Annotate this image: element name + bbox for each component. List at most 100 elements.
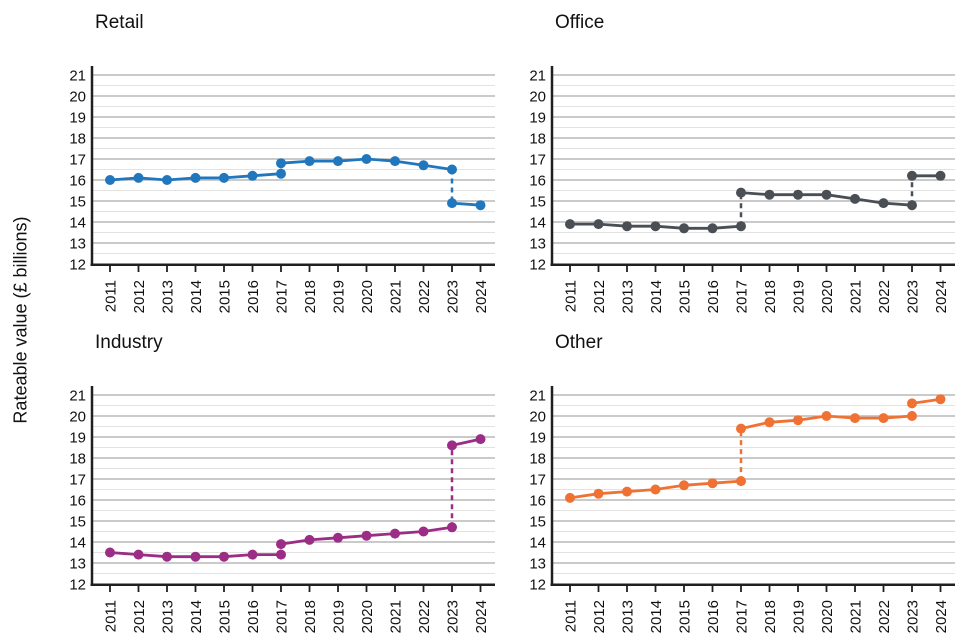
y-tick-label: 19 <box>529 110 546 127</box>
x-tick-label: 2012 <box>591 280 608 313</box>
x-tick-label: 2022 <box>876 280 893 313</box>
x-tick-label: 2012 <box>131 280 148 313</box>
x-tick-label: 2013 <box>620 280 637 313</box>
data-point <box>447 198 457 209</box>
y-tick-label: 14 <box>529 535 546 552</box>
data-point <box>935 394 946 405</box>
y-tick-label: 17 <box>69 152 86 169</box>
data-point <box>850 193 860 204</box>
data-point <box>190 172 201 183</box>
data-point <box>219 172 229 183</box>
y-tick-label: 13 <box>529 236 546 253</box>
y-tick-label: 14 <box>529 215 546 232</box>
data-point <box>650 221 661 232</box>
data-point <box>707 223 718 234</box>
y-tick-label: 17 <box>529 152 546 169</box>
data-point <box>162 551 172 562</box>
data-point <box>736 187 746 198</box>
x-tick-label: 2024 <box>473 280 490 313</box>
y-tick-label: 20 <box>69 409 86 426</box>
data-point <box>133 172 144 183</box>
data-point <box>418 160 429 171</box>
y-tick-label: 18 <box>529 131 546 148</box>
data-point <box>878 198 889 209</box>
x-tick-label: 2013 <box>160 600 177 633</box>
chart-title-retail: Retail <box>95 12 144 33</box>
y-tick-label: 16 <box>69 493 86 510</box>
y-tick-label: 14 <box>69 215 86 232</box>
data-point <box>333 532 343 543</box>
x-tick-label: 2018 <box>302 600 319 633</box>
x-tick-label: 2016 <box>245 600 262 633</box>
x-tick-label: 2016 <box>705 280 722 313</box>
y-tick-label: 15 <box>69 194 86 211</box>
x-tick-label: 2021 <box>848 280 865 313</box>
y-tick-label: 12 <box>69 257 86 274</box>
data-point <box>593 488 604 499</box>
x-tick-label: 2019 <box>791 600 808 633</box>
data-point <box>361 530 372 541</box>
data-point <box>821 189 832 200</box>
y-tick-label: 17 <box>69 472 86 489</box>
data-point <box>361 154 372 164</box>
data-point <box>247 170 258 181</box>
x-tick-label: 2022 <box>416 280 433 313</box>
y-tick-label: 19 <box>69 430 86 447</box>
data-point <box>565 492 575 503</box>
x-tick-label: 2012 <box>131 600 148 633</box>
x-tick-label: 2023 <box>905 280 922 313</box>
data-point <box>736 476 746 487</box>
y-tick-label: 13 <box>69 236 86 253</box>
data-point <box>304 534 315 545</box>
x-tick-label: 2012 <box>591 600 608 633</box>
data-point <box>133 549 144 560</box>
y-tick-label: 14 <box>69 535 86 552</box>
chart-title-other: Other <box>555 332 603 353</box>
data-point <box>190 551 201 562</box>
x-tick-label: 2023 <box>445 280 462 313</box>
data-point <box>622 486 632 497</box>
data-point <box>878 413 889 424</box>
data-point <box>105 175 115 185</box>
y-tick-label: 21 <box>529 388 546 405</box>
data-point <box>821 411 832 421</box>
data-point <box>447 522 457 533</box>
data-point <box>907 411 917 421</box>
data-point <box>390 528 400 539</box>
data-point <box>447 164 457 175</box>
x-tick-label: 2015 <box>217 600 234 633</box>
x-tick-label: 2023 <box>445 600 462 633</box>
x-tick-label: 2013 <box>620 600 637 633</box>
data-point <box>679 480 689 491</box>
x-tick-label: 2020 <box>819 280 836 313</box>
data-point <box>764 189 775 200</box>
chart-panel-other: Other 21 20 19 18 17 16 15 14 13 12 2011 2012 2013 20… <box>500 320 960 640</box>
data-point <box>907 170 917 181</box>
data-point <box>764 417 775 428</box>
y-axis-title: Rateable value (£ billions) <box>10 216 31 424</box>
x-tick-label: 2015 <box>677 280 694 313</box>
data-point <box>736 221 746 232</box>
y-tick-label: 20 <box>529 409 546 426</box>
x-tick-label: 2011 <box>103 280 120 312</box>
x-tick-label: 2019 <box>331 600 348 633</box>
x-tick-label: 2017 <box>274 600 291 633</box>
chart-panel-retail: Retail 21 20 19 18 17 16 15 14 13 12 2011 2012 2013 2… <box>40 0 500 320</box>
y-tick-label: 20 <box>69 89 86 106</box>
x-tick-label: 2016 <box>705 600 722 633</box>
data-point <box>650 484 661 495</box>
x-tick-label: 2022 <box>876 600 893 633</box>
x-tick-label: 2011 <box>563 600 580 632</box>
x-tick-label: 2021 <box>848 600 865 633</box>
data-point <box>850 413 860 424</box>
x-tick-label: 2013 <box>160 280 177 313</box>
x-tick-label: 2014 <box>188 600 205 633</box>
x-tick-label: 2018 <box>302 280 319 313</box>
data-point <box>907 398 917 409</box>
x-tick-label: 2011 <box>103 600 120 632</box>
x-tick-label: 2020 <box>819 600 836 633</box>
data-point <box>276 168 286 179</box>
data-point <box>162 175 172 185</box>
